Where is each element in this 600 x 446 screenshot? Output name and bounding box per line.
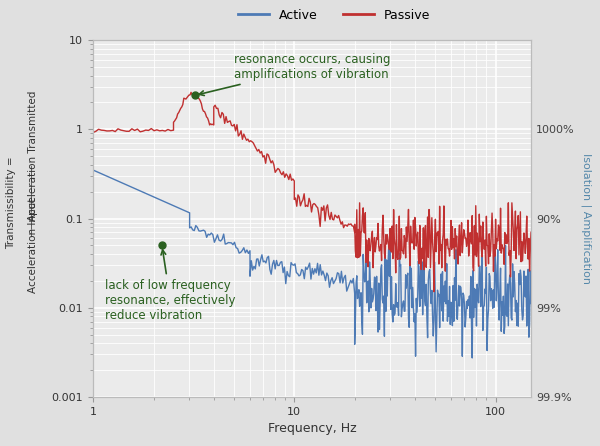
Active [377, 266, 385, 272]
X-axis label: Frequency, Hz: Frequency, Hz [268, 422, 356, 435]
Active [476, 264, 483, 269]
Active [469, 355, 476, 361]
Text: ─────────────────: ───────────────── [30, 165, 36, 237]
Passive [89, 130, 97, 135]
Active [515, 271, 523, 277]
Active [363, 300, 370, 306]
Passive [430, 289, 437, 294]
Passive [266, 157, 274, 162]
Active [89, 167, 97, 173]
Passive [304, 204, 311, 209]
Active [117, 180, 124, 185]
Passive [527, 230, 535, 235]
Passive [134, 126, 141, 132]
Passive [187, 90, 194, 95]
Active [527, 301, 535, 306]
Legend: Active, Passive: Active, Passive [233, 4, 435, 27]
Text: resonance occurs, causing
amplifications of vibration: resonance occurs, causing amplifications… [199, 53, 390, 95]
Line: Passive: Passive [93, 92, 531, 292]
Passive [225, 119, 232, 124]
Text: Acceleration Input: Acceleration Input [28, 198, 38, 293]
Line: Active: Active [93, 170, 531, 358]
Text: Acceleration Transmitted: Acceleration Transmitted [28, 91, 38, 221]
Active [313, 270, 320, 276]
Y-axis label: Isolation | Amplification: Isolation | Amplification [581, 153, 591, 284]
Passive [213, 106, 220, 111]
Text: lack of low frequency
resonance, effectively
reduce vibration: lack of low frequency resonance, effecti… [105, 250, 236, 322]
Passive [465, 253, 472, 259]
Text: Transmissibility =: Transmissibility = [6, 153, 16, 248]
